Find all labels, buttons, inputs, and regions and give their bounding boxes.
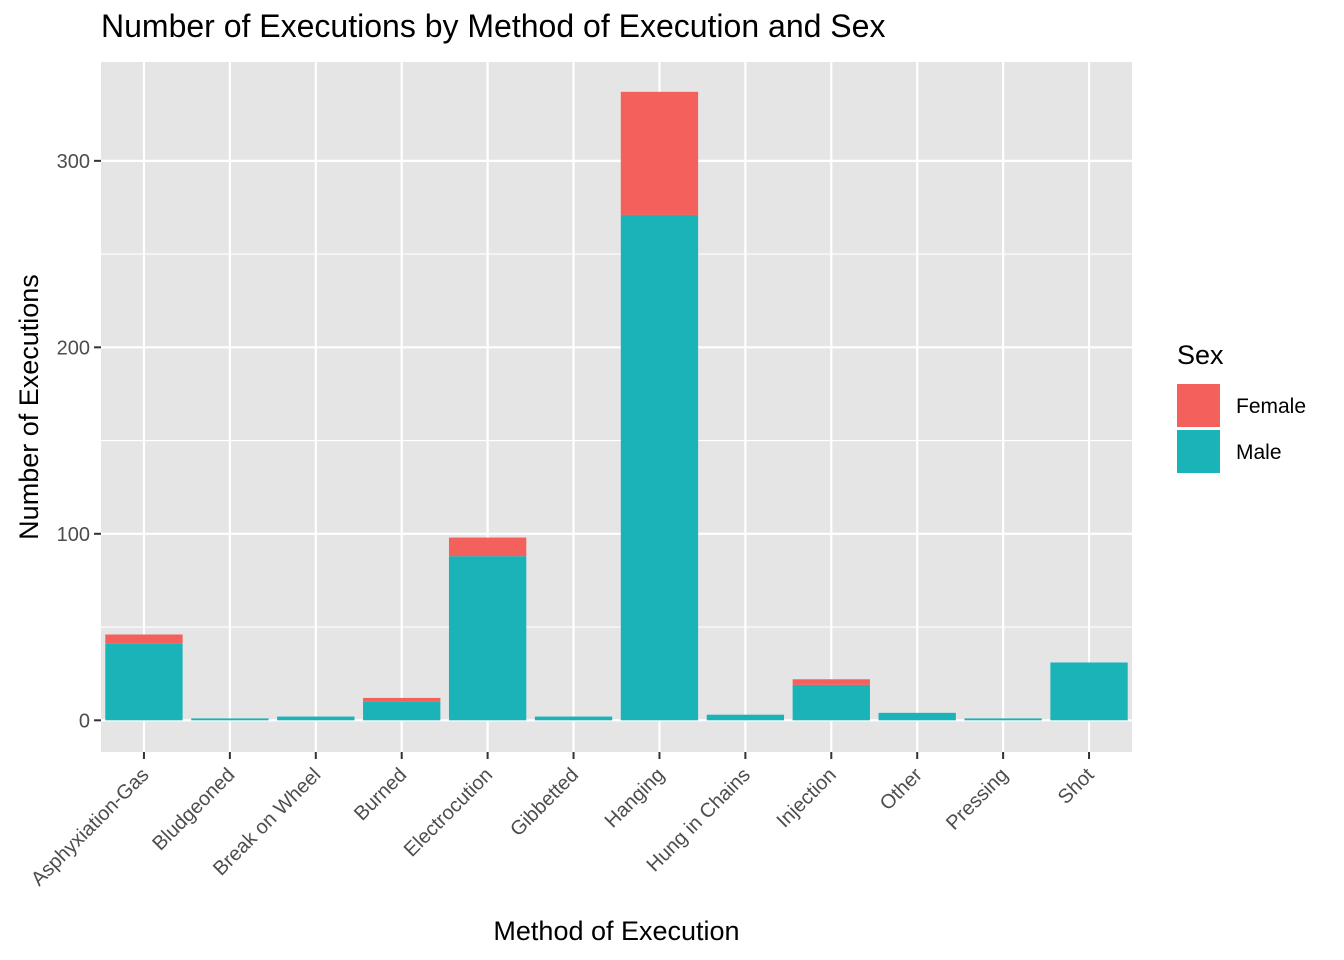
y-tick-label: 300 — [57, 151, 90, 173]
bar-male — [792, 684, 870, 721]
bar-male — [105, 643, 183, 721]
legend-key-female — [1177, 384, 1220, 427]
bar-male — [878, 712, 956, 721]
y-tick-label: 0 — [79, 710, 90, 732]
x-tick-label: Bludgeoned — [148, 764, 239, 855]
x-tick-label: Injection — [773, 764, 841, 832]
bar-male — [620, 214, 699, 721]
y-tick-label: 200 — [57, 337, 90, 359]
bar-male — [191, 718, 269, 721]
legend-key-male — [1177, 430, 1220, 473]
plot-panel — [101, 62, 1132, 752]
bar-male — [534, 716, 613, 721]
x-axis-title: Method of Execution — [493, 916, 739, 946]
bar-female — [105, 634, 183, 644]
y-tick-label: 100 — [57, 524, 90, 546]
chart-title: Number of Executions by Method of Execut… — [101, 8, 886, 44]
bar-male — [448, 556, 527, 721]
x-tick-label: Shot — [1054, 764, 1099, 809]
bar-female — [448, 537, 527, 557]
bar-female — [363, 697, 441, 702]
x-tick-label: Electrocution — [400, 764, 497, 861]
bar-male — [1050, 662, 1128, 721]
x-tick-label: Burned — [350, 764, 411, 825]
x-tick-label: Other — [876, 764, 927, 815]
bar-male — [363, 701, 441, 721]
bar-male — [706, 714, 785, 721]
bar-male — [277, 716, 355, 721]
x-tick-label: Asphyxiation-Gas — [27, 764, 153, 890]
bar-male — [964, 718, 1042, 721]
x-tick-label: Hanging — [601, 764, 669, 832]
bar-female — [620, 91, 699, 215]
bar-female — [792, 679, 870, 685]
legend-title: Sex — [1177, 340, 1224, 370]
legend-label: Male — [1236, 441, 1282, 464]
y-axis-title: Number of Executions — [14, 274, 44, 540]
x-tick-label: Gibbetted — [506, 764, 583, 841]
x-tick-label: Pressing — [942, 764, 1013, 835]
legend-label: Female — [1236, 395, 1306, 418]
